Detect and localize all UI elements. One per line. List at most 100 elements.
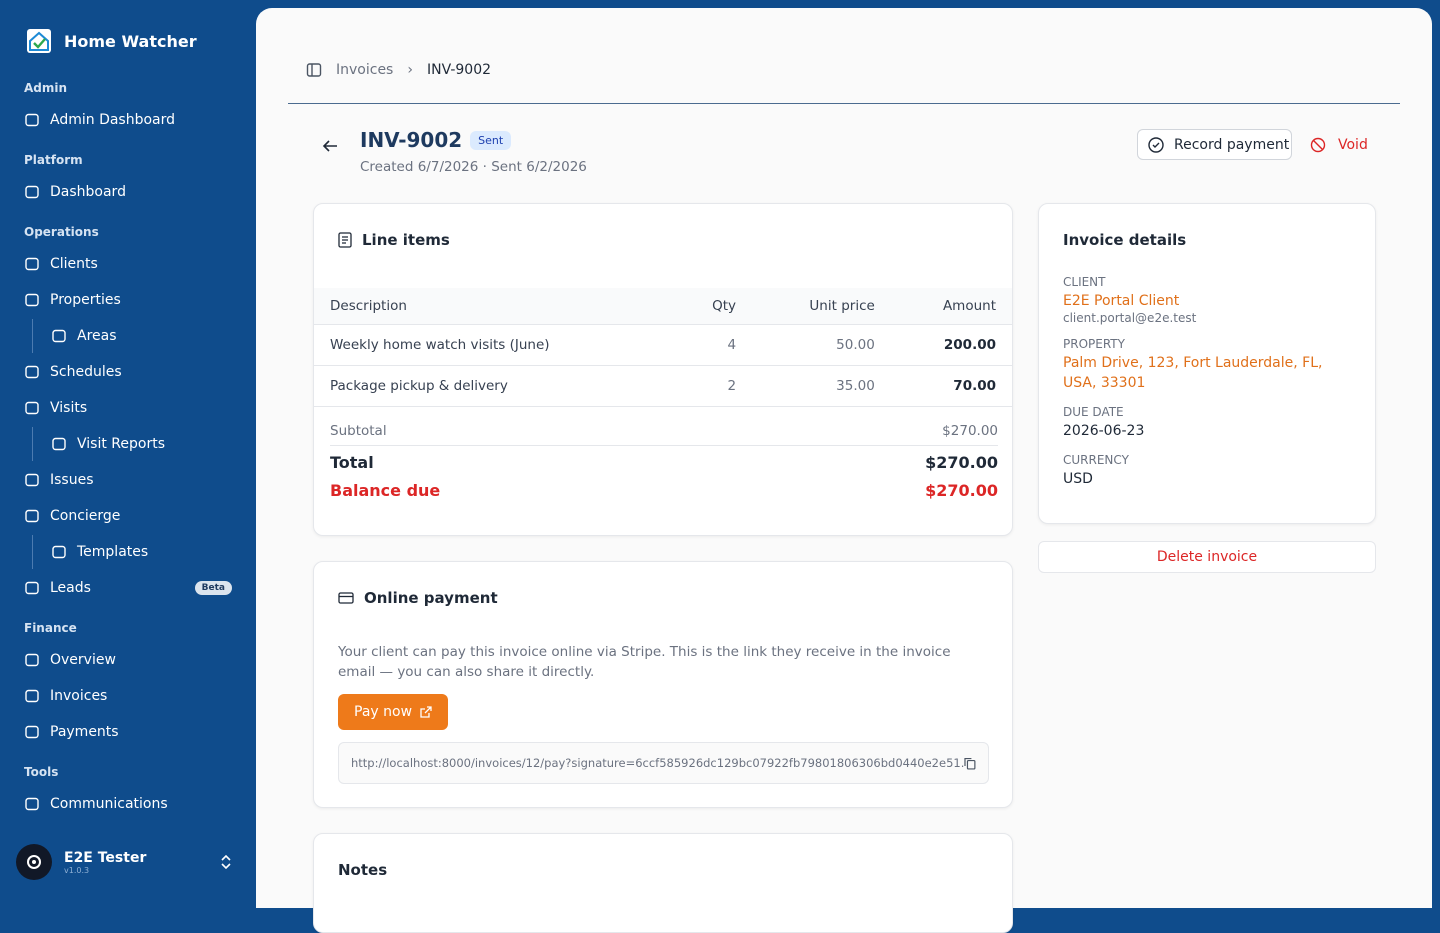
brand[interactable]: Home Watcher [26, 28, 197, 54]
button-label: Pay now [354, 704, 413, 720]
cell: 70.00 [890, 365, 1012, 407]
nav-item[interactable]: Properties [0, 282, 256, 318]
pay-now-button[interactable]: Pay now [338, 694, 449, 730]
nav-section-title: Admin [24, 81, 68, 95]
back-button[interactable] [322, 139, 338, 153]
card-title-text: Line items [362, 231, 450, 249]
nav-item[interactable]: Overview [0, 642, 256, 678]
nav-icon [52, 329, 66, 343]
nav-label: Invoices [50, 688, 108, 704]
breadcrumb: Invoices › INV-9002 [306, 62, 491, 78]
nav-section-title: Finance [24, 621, 77, 635]
title-row: INV-9002 Sent [360, 128, 512, 152]
nav-label: Dashboard [50, 184, 126, 200]
logo [27, 29, 51, 53]
amount: $270.00 [942, 422, 998, 439]
nav-icon [25, 509, 39, 523]
nav-label: Leads [50, 580, 91, 596]
payment-link-box: http://localhost:8000/invoices/12/pay?si… [338, 742, 989, 784]
payment-link: http://localhost:8000/invoices/12/pay?si… [351, 756, 965, 770]
user-menu[interactable]: E2E Tester v1.0.3 [16, 840, 240, 884]
nav-item[interactable]: Issues [0, 462, 256, 498]
field-sub: client.portal@e2e.test [1063, 311, 1197, 325]
nav-item[interactable]: Leads Beta [0, 570, 256, 606]
field-value[interactable]: E2E Portal Client [1063, 293, 1180, 309]
nav-label: Visit Reports [77, 436, 165, 452]
external-icon [420, 706, 432, 718]
cell: Package pickup & delivery [314, 365, 673, 407]
nav-subitem[interactable]: Visit Reports [32, 427, 256, 461]
line-items-card: Line items Description Qty Unit price Amoun… [313, 203, 1013, 536]
nav-item[interactable]: Schedules [0, 354, 256, 390]
nav-section-title: Tools [24, 765, 59, 779]
record-payment-button[interactable]: Record payment [1137, 129, 1292, 160]
nav-item[interactable]: Communications [0, 786, 256, 822]
column-header: Amount [890, 288, 1012, 325]
field-value: 2026-06-23 [1063, 423, 1145, 439]
status-badge: Sent [470, 130, 512, 150]
nav-label: Admin Dashboard [50, 112, 176, 128]
copy-button[interactable] [964, 757, 976, 770]
nav-item[interactable]: Visits [0, 390, 256, 426]
brand-name: Home Watcher [64, 31, 197, 51]
line-item-row: Package pickup & delivery 2 35.00 70.00 [314, 365, 1012, 407]
sidebar: Home Watcher Admin Admin Dashboard Platfor… [0, 0, 256, 900]
nav-item[interactable]: Clients [0, 246, 256, 282]
nav-item[interactable]: Concierge [0, 498, 256, 534]
cell: 35.00 [752, 365, 891, 407]
nav-subitem[interactable]: Templates [32, 535, 256, 569]
nav-label: Issues [50, 472, 94, 488]
nav-icon [25, 581, 39, 595]
chevrons [221, 855, 231, 869]
button-label: Record payment [1174, 136, 1290, 153]
nav: Admin Admin Dashboard Platform Dashboard Ope… [0, 74, 256, 822]
balance-row: Balance due $270.00 [330, 478, 998, 502]
field-label: CURRENCY [1063, 453, 1129, 467]
label: Total [330, 452, 374, 472]
icon [1310, 137, 1326, 152]
nav-icon [52, 437, 66, 451]
invoice-meta: Created 6/7/2026 · Sent 6/2/2026 [360, 159, 587, 175]
crumb: INV-9002 [426, 62, 492, 78]
void-button[interactable]: Void [1310, 129, 1368, 160]
nav-label: Properties [50, 292, 121, 308]
line-items-table: Description Qty Unit price Amount Weekly hom… [314, 288, 1012, 407]
sidebar-toggle[interactable] [306, 62, 322, 78]
amount: $270.00 [925, 452, 998, 472]
nav-icon [25, 185, 39, 199]
nav-section-title: Operations [24, 225, 99, 239]
nav-icon [25, 653, 39, 667]
cell: Weekly home watch visits (June) [314, 324, 673, 366]
payment-text: Your client can pay this invoice online … [338, 644, 951, 680]
nav-icon [25, 473, 39, 487]
nav-label: Templates [77, 544, 149, 560]
nav-label: Communications [50, 796, 168, 812]
field-value[interactable]: Palm Drive, 123, Fort Lauderdale, FL, US… [1063, 355, 1323, 391]
cell: 50.00 [752, 324, 891, 366]
nav-icon [25, 113, 39, 127]
nav-item[interactable]: Payments [0, 714, 256, 750]
nav-icon [25, 401, 39, 415]
cell: 200.00 [890, 324, 1012, 366]
nav-label: Visits [50, 400, 88, 416]
nav-icon [25, 293, 39, 307]
nav-item[interactable]: Admin Dashboard [0, 102, 256, 138]
online-payment-card: Online payment Your client can pay this … [313, 561, 1013, 808]
nav-subitem[interactable]: Areas [32, 319, 256, 353]
card-title: Invoice details [1063, 231, 1187, 249]
nav-section-title: Platform [24, 153, 83, 167]
delete-invoice-button[interactable]: Delete invoice [1038, 541, 1376, 573]
card-title-text: Online payment [364, 589, 498, 607]
nav-item[interactable]: Dashboard [0, 174, 256, 210]
header-row: Description Qty Unit price Amount [314, 288, 1012, 325]
nav-icon [25, 797, 39, 811]
field-label: PROPERTY [1063, 337, 1125, 351]
crumb[interactable]: Invoices [336, 62, 394, 78]
settings-icon[interactable] [16, 844, 52, 880]
nav-item[interactable]: Invoices [0, 678, 256, 714]
nav-icon [25, 725, 39, 739]
nav-icon [52, 545, 66, 559]
cell: 4 [672, 324, 753, 366]
invoice-title: INV-9002 [360, 128, 463, 152]
field-label: CLIENT [1063, 275, 1106, 289]
